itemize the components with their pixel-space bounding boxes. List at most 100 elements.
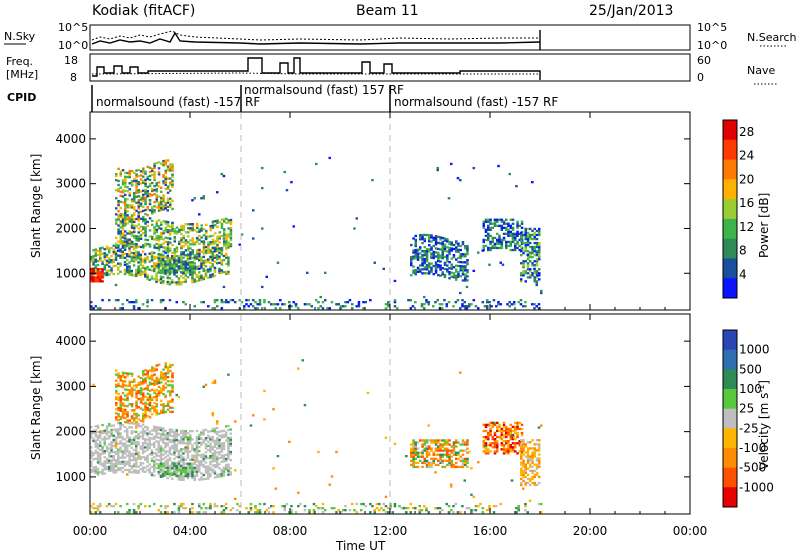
echo-cell <box>439 455 442 458</box>
echo-cell <box>457 457 460 460</box>
echo-cell <box>148 471 151 474</box>
echo-cell <box>540 424 543 427</box>
echo-cell <box>171 462 174 465</box>
echo-cell <box>166 225 170 228</box>
echo-cell <box>133 198 136 201</box>
echo-cell <box>90 276 93 279</box>
echo-cell <box>423 443 426 446</box>
echo-cell <box>182 462 185 465</box>
echo-cell <box>90 301 93 304</box>
echo-cell <box>533 276 536 279</box>
echo-cell <box>198 248 201 252</box>
echo-cell <box>423 441 426 444</box>
echo-cell <box>526 239 530 243</box>
echo-cell <box>535 245 539 249</box>
echo-cell <box>407 507 410 510</box>
echo-cell <box>128 232 131 235</box>
echo-cell <box>520 262 523 265</box>
echo-cell <box>126 440 129 443</box>
echo-cell <box>160 381 163 384</box>
echo-cell <box>101 450 104 453</box>
echo-cell <box>96 278 100 281</box>
echo-cell <box>175 269 178 272</box>
echo-cell <box>166 269 169 272</box>
echo-cell <box>446 250 449 253</box>
echo-cell <box>535 281 538 285</box>
echo-cell <box>200 478 203 481</box>
echo-cell <box>505 222 508 225</box>
echo-cell <box>535 251 538 254</box>
echo-cell <box>128 255 131 258</box>
echo-cell <box>157 269 160 272</box>
echo-cell <box>496 232 499 235</box>
echo-cell <box>514 242 517 246</box>
echo-cell <box>500 431 504 435</box>
echo-cell <box>528 499 532 502</box>
echo-cell <box>410 455 413 458</box>
echo-cell <box>229 226 233 230</box>
echo-cell <box>90 505 93 508</box>
echo-cell <box>180 226 183 230</box>
echo-cell <box>166 276 169 280</box>
echo-cell <box>126 419 129 422</box>
echo-cell <box>254 301 257 304</box>
echo-cell <box>160 411 163 415</box>
echo-cell <box>135 245 138 248</box>
echo-cell <box>514 429 517 433</box>
echo-cell <box>126 214 129 217</box>
echo-cell <box>121 254 124 257</box>
echo-cell <box>123 268 127 272</box>
echo-cell <box>209 438 212 441</box>
echo-cell <box>166 444 169 447</box>
echo-cell <box>112 434 115 437</box>
echo-cell <box>119 194 122 197</box>
echo-cell <box>204 461 208 464</box>
echo-cell <box>180 283 183 286</box>
echo-cell <box>507 440 510 443</box>
echo-cell <box>124 175 127 178</box>
echo-cell <box>144 253 147 256</box>
echo-cell <box>139 455 142 458</box>
echo-cell <box>159 301 163 304</box>
echo-cell <box>168 440 172 443</box>
echo-cell <box>191 474 194 478</box>
echo-cell <box>505 440 508 443</box>
echo-cell <box>171 384 174 387</box>
echo-cell <box>139 447 142 450</box>
echo-cell <box>450 162 453 166</box>
echo-cell <box>448 463 451 467</box>
echo-cell <box>218 457 221 460</box>
echo-cell <box>148 453 151 456</box>
echo-cell <box>437 263 440 267</box>
echo-cell <box>420 305 424 308</box>
echo-cell <box>496 240 499 244</box>
echo-cell <box>487 232 490 235</box>
echo-cell <box>124 388 127 391</box>
echo-cell <box>500 218 504 221</box>
echo-cell <box>290 181 293 184</box>
echo-cell <box>164 201 167 205</box>
echo-cell <box>425 248 429 251</box>
echo-cell <box>204 451 208 454</box>
echo-cell <box>182 452 185 455</box>
colorbar-swatch <box>723 487 737 508</box>
echo-cell <box>135 422 138 425</box>
echo-cell <box>276 303 280 306</box>
echo-cell <box>410 274 413 277</box>
echo-cell <box>144 230 147 233</box>
echo-cell <box>169 189 172 192</box>
echo-cell <box>218 269 221 272</box>
echo-cell <box>128 509 131 512</box>
echo-cell <box>457 270 460 274</box>
echo-cell <box>173 240 176 243</box>
echo-cell <box>153 263 156 267</box>
echo-cell <box>526 272 530 275</box>
echo-cell <box>177 449 181 453</box>
echo-cell <box>132 254 136 257</box>
echo-cell <box>105 427 109 430</box>
echo-cell <box>213 502 217 506</box>
echo-cell <box>312 511 316 514</box>
echo-cell <box>231 299 235 302</box>
echo-cell <box>416 254 420 257</box>
echo-cell <box>159 281 163 284</box>
